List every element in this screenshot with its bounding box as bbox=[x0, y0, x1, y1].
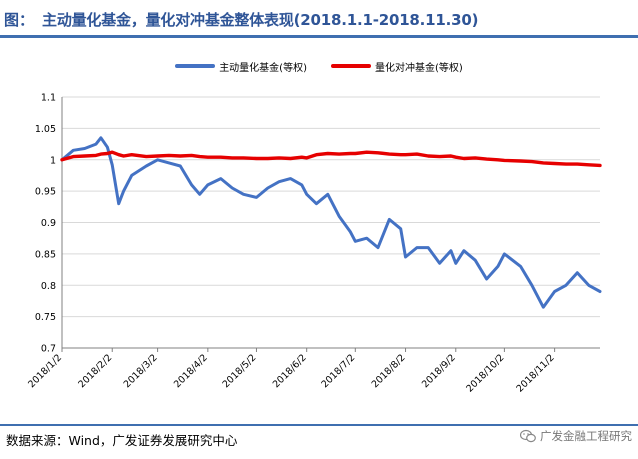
page-title: 主动量化基金，量化对冲基金整体表现(2018.1.1-2018.11.30) bbox=[42, 10, 479, 29]
x-tick-label-3: 2018/4/2 bbox=[172, 352, 210, 390]
x-tick-label-8: 2018/9/2 bbox=[420, 352, 458, 390]
legend-swatch-hedge bbox=[331, 64, 371, 68]
figure-prefix: 图： bbox=[4, 10, 35, 29]
y-tick-label-8: 0.7 bbox=[41, 344, 56, 355]
x-tick-label-0: 2018/1/2 bbox=[26, 352, 64, 390]
y-tick-label-3: 0.95 bbox=[35, 187, 56, 198]
x-tick-label-1: 2018/2/2 bbox=[76, 352, 114, 390]
figure-header: 图： 主动量化基金，量化对冲基金整体表现(2018.1.1-2018.11.30… bbox=[4, 6, 634, 32]
brand-name: 广发金融工程研究 bbox=[540, 429, 632, 443]
x-tick-label-7: 2018/8/2 bbox=[370, 352, 408, 390]
legend-label-active: 主动量化基金(等权) bbox=[219, 62, 307, 74]
legend-item-hedge: 量化对冲基金(等权) bbox=[331, 59, 463, 74]
y-tick-label-6: 0.8 bbox=[41, 281, 56, 292]
legend-label-hedge: 量化对冲基金(等权) bbox=[375, 62, 463, 74]
x-tick-label-5: 2018/6/2 bbox=[271, 352, 309, 390]
y-tick-label-2: 1 bbox=[50, 155, 56, 166]
x-tick-label-10: 2018/11/2 bbox=[515, 352, 557, 394]
top-rule bbox=[0, 35, 638, 38]
x-tick-label-2: 2018/3/2 bbox=[122, 352, 160, 390]
series-line-quant-hedge bbox=[60, 150, 602, 168]
brand-badge: 广发金融工程研究 bbox=[520, 428, 632, 444]
series-line-active-quant bbox=[60, 136, 602, 309]
y-tick-label-7: 0.75 bbox=[35, 312, 56, 323]
y-tick-label-5: 0.85 bbox=[35, 249, 56, 260]
wechat-icon bbox=[520, 429, 536, 443]
y-tick-label-4: 0.9 bbox=[41, 218, 56, 229]
y-tick-label-0: 1.1 bbox=[41, 93, 56, 104]
bottom-rule bbox=[0, 424, 638, 426]
legend-item-active: 主动量化基金(等权) bbox=[175, 59, 307, 74]
x-tick-label-9: 2018/10/2 bbox=[464, 352, 506, 394]
y-tick-label-1: 1.05 bbox=[35, 124, 56, 135]
data-source: 数据来源：Wind，广发证券发展研究中心 bbox=[6, 433, 238, 448]
chart-legend: 主动量化基金(等权) 量化对冲基金(等权) bbox=[0, 58, 638, 74]
x-tick-label-4: 2018/5/2 bbox=[221, 352, 259, 390]
legend-swatch-active bbox=[175, 64, 216, 68]
x-tick-label-6: 2018/7/2 bbox=[319, 352, 357, 390]
